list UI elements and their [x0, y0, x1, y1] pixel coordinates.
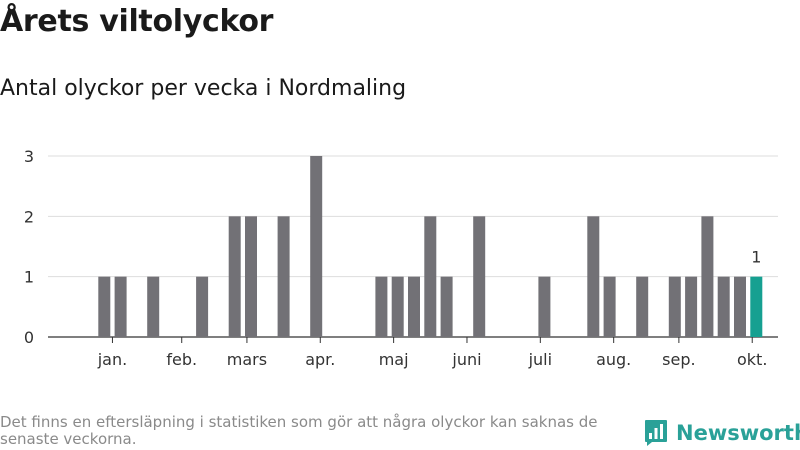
x-tick-label: juli — [528, 350, 552, 369]
bar-week-11[interactable] — [245, 216, 257, 337]
bar-week-15[interactable] — [310, 156, 323, 337]
newsworthy-logo-icon — [645, 420, 667, 446]
y-tick-label: 1 — [24, 268, 34, 287]
label-layer: 0 1 2 3 1 jan. feb. mars apr. maj juni juli aug. sep.… — [24, 147, 768, 369]
bar-week-8[interactable] — [196, 276, 209, 337]
brand-name: Newsworthy — [676, 421, 800, 445]
bar-week-3[interactable] — [114, 276, 127, 337]
x-tick-label: apr. — [305, 350, 335, 369]
bar-week-29[interactable] — [538, 276, 551, 337]
bar-week-35[interactable] — [636, 276, 649, 337]
x-tick-label: juni — [451, 350, 481, 369]
y-tick-label: 3 — [24, 147, 34, 166]
bar-week-20[interactable] — [391, 276, 404, 337]
bar-week-33[interactable] — [603, 276, 616, 337]
x-tick-label: aug. — [596, 350, 631, 369]
x-tick-label: feb. — [166, 350, 197, 369]
bar-week-25[interactable] — [473, 216, 486, 337]
bar-week-5[interactable] — [147, 276, 160, 337]
bar-week-32[interactable] — [587, 216, 600, 337]
bar-week-13[interactable] — [277, 216, 290, 337]
bar-week-2[interactable] — [98, 276, 111, 337]
brand-logo[interactable]: Newsworthy — [644, 419, 800, 447]
y-tick-label: 0 — [24, 328, 34, 347]
bar-week-40[interactable] — [717, 276, 730, 337]
bar-week-22[interactable] — [424, 216, 437, 337]
bar-week-41[interactable] — [734, 276, 746, 337]
bar-week-21[interactable] — [408, 276, 420, 337]
bar-week-19[interactable] — [375, 276, 388, 337]
footnote: Det finns en eftersläpning i statistiken… — [0, 413, 598, 448]
y-tick-label: 2 — [24, 207, 34, 226]
chart-title: Årets viltolyckor — [0, 4, 274, 39]
x-tick-label: sep. — [662, 350, 695, 369]
bar-latest-week[interactable] — [750, 276, 763, 337]
bar-week-37[interactable] — [668, 276, 681, 337]
chart-subtitle: Antal olyckor per vecka i Nordmaling — [0, 76, 407, 101]
x-tick-label: mars — [227, 350, 267, 369]
bar-layer — [98, 156, 763, 337]
latest-value-label: 1 — [751, 248, 761, 267]
x-tick-label: jan. — [97, 350, 127, 369]
x-tick-label: maj — [379, 350, 409, 369]
x-tick-label: okt. — [737, 350, 767, 369]
bar-week-10[interactable] — [228, 216, 241, 337]
bar-week-38[interactable] — [685, 276, 698, 337]
bar-chart: 0 1 2 3 1 jan. feb. mars apr. maj juni juli aug. sep.… — [24, 147, 778, 369]
bar-week-23[interactable] — [440, 276, 453, 337]
bar-week-39[interactable] — [701, 216, 714, 337]
